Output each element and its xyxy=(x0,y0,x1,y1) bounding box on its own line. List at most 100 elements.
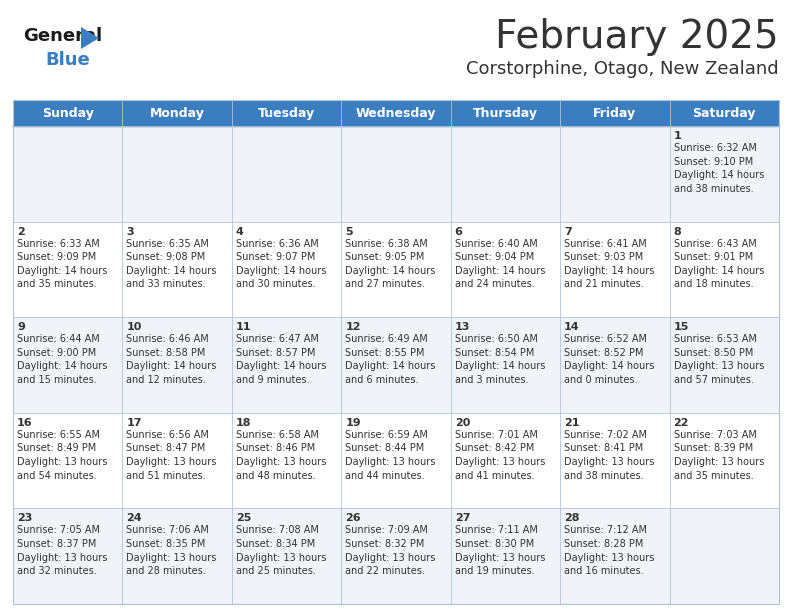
Text: 18: 18 xyxy=(236,418,251,428)
Bar xyxy=(560,222,669,317)
Text: 20: 20 xyxy=(455,418,470,428)
Text: Sunrise: 6:43 AM
Sunset: 9:01 PM
Daylight: 14 hours
and 18 minutes.: Sunrise: 6:43 AM Sunset: 9:01 PM Dayligh… xyxy=(673,239,764,289)
Text: Sunrise: 6:58 AM
Sunset: 8:46 PM
Daylight: 13 hours
and 48 minutes.: Sunrise: 6:58 AM Sunset: 8:46 PM Dayligh… xyxy=(236,430,326,480)
Text: Friday: Friday xyxy=(593,106,637,119)
Text: Monday: Monday xyxy=(150,106,204,119)
Text: 2: 2 xyxy=(17,226,25,237)
Text: 6: 6 xyxy=(455,226,463,237)
Text: February 2025: February 2025 xyxy=(495,18,779,56)
Text: Sunrise: 6:55 AM
Sunset: 8:49 PM
Daylight: 13 hours
and 54 minutes.: Sunrise: 6:55 AM Sunset: 8:49 PM Dayligh… xyxy=(17,430,108,480)
Text: Sunrise: 6:49 AM
Sunset: 8:55 PM
Daylight: 14 hours
and 6 minutes.: Sunrise: 6:49 AM Sunset: 8:55 PM Dayligh… xyxy=(345,334,436,385)
Text: Sunrise: 6:41 AM
Sunset: 9:03 PM
Daylight: 14 hours
and 21 minutes.: Sunrise: 6:41 AM Sunset: 9:03 PM Dayligh… xyxy=(564,239,654,289)
Text: Sunrise: 6:38 AM
Sunset: 9:05 PM
Daylight: 14 hours
and 27 minutes.: Sunrise: 6:38 AM Sunset: 9:05 PM Dayligh… xyxy=(345,239,436,289)
Text: Wednesday: Wednesday xyxy=(356,106,436,119)
Text: Sunrise: 6:46 AM
Sunset: 8:58 PM
Daylight: 14 hours
and 12 minutes.: Sunrise: 6:46 AM Sunset: 8:58 PM Dayligh… xyxy=(127,334,217,385)
Text: 10: 10 xyxy=(127,322,142,332)
Text: Sunrise: 7:09 AM
Sunset: 8:32 PM
Daylight: 13 hours
and 22 minutes.: Sunrise: 7:09 AM Sunset: 8:32 PM Dayligh… xyxy=(345,525,436,577)
Bar xyxy=(669,413,779,509)
Text: Sunrise: 6:35 AM
Sunset: 9:08 PM
Daylight: 14 hours
and 33 minutes.: Sunrise: 6:35 AM Sunset: 9:08 PM Dayligh… xyxy=(127,239,217,289)
Text: 8: 8 xyxy=(673,226,681,237)
Bar xyxy=(341,509,451,604)
Bar xyxy=(451,100,560,126)
Text: Sunrise: 7:01 AM
Sunset: 8:42 PM
Daylight: 13 hours
and 41 minutes.: Sunrise: 7:01 AM Sunset: 8:42 PM Dayligh… xyxy=(455,430,545,480)
Text: Sunday: Sunday xyxy=(42,106,93,119)
Text: 25: 25 xyxy=(236,513,251,523)
Bar xyxy=(232,509,341,604)
Bar xyxy=(123,413,232,509)
Text: Sunrise: 7:05 AM
Sunset: 8:37 PM
Daylight: 13 hours
and 32 minutes.: Sunrise: 7:05 AM Sunset: 8:37 PM Dayligh… xyxy=(17,525,108,577)
Text: 11: 11 xyxy=(236,322,251,332)
Text: Sunrise: 7:02 AM
Sunset: 8:41 PM
Daylight: 13 hours
and 38 minutes.: Sunrise: 7:02 AM Sunset: 8:41 PM Dayligh… xyxy=(564,430,654,480)
Text: Blue: Blue xyxy=(45,51,89,69)
Text: Corstorphine, Otago, New Zealand: Corstorphine, Otago, New Zealand xyxy=(466,60,779,78)
Text: Sunrise: 7:03 AM
Sunset: 8:39 PM
Daylight: 13 hours
and 35 minutes.: Sunrise: 7:03 AM Sunset: 8:39 PM Dayligh… xyxy=(673,430,764,480)
Bar xyxy=(560,509,669,604)
Text: Sunrise: 6:33 AM
Sunset: 9:09 PM
Daylight: 14 hours
and 35 minutes.: Sunrise: 6:33 AM Sunset: 9:09 PM Dayligh… xyxy=(17,239,108,289)
Text: Sunrise: 6:53 AM
Sunset: 8:50 PM
Daylight: 13 hours
and 57 minutes.: Sunrise: 6:53 AM Sunset: 8:50 PM Dayligh… xyxy=(673,334,764,385)
Bar xyxy=(560,100,669,126)
Bar xyxy=(669,222,779,317)
Text: 17: 17 xyxy=(127,418,142,428)
Text: Sunrise: 6:52 AM
Sunset: 8:52 PM
Daylight: 14 hours
and 0 minutes.: Sunrise: 6:52 AM Sunset: 8:52 PM Dayligh… xyxy=(564,334,654,385)
Bar xyxy=(669,509,779,604)
Text: 21: 21 xyxy=(564,418,580,428)
Text: 24: 24 xyxy=(127,513,142,523)
Text: Thursday: Thursday xyxy=(473,106,538,119)
Text: Sunrise: 6:40 AM
Sunset: 9:04 PM
Daylight: 14 hours
and 24 minutes.: Sunrise: 6:40 AM Sunset: 9:04 PM Dayligh… xyxy=(455,239,545,289)
Bar xyxy=(232,100,341,126)
Bar xyxy=(13,126,123,222)
Text: Saturday: Saturday xyxy=(692,106,756,119)
Bar xyxy=(341,413,451,509)
Bar xyxy=(341,100,451,126)
Text: 1: 1 xyxy=(673,131,681,141)
Bar xyxy=(13,413,123,509)
Text: 13: 13 xyxy=(455,322,470,332)
Text: Sunrise: 6:59 AM
Sunset: 8:44 PM
Daylight: 13 hours
and 44 minutes.: Sunrise: 6:59 AM Sunset: 8:44 PM Dayligh… xyxy=(345,430,436,480)
Text: 26: 26 xyxy=(345,513,361,523)
Text: Sunrise: 7:11 AM
Sunset: 8:30 PM
Daylight: 13 hours
and 19 minutes.: Sunrise: 7:11 AM Sunset: 8:30 PM Dayligh… xyxy=(455,525,545,577)
Text: Sunrise: 7:08 AM
Sunset: 8:34 PM
Daylight: 13 hours
and 25 minutes.: Sunrise: 7:08 AM Sunset: 8:34 PM Dayligh… xyxy=(236,525,326,577)
Bar xyxy=(123,100,232,126)
Bar xyxy=(13,317,123,413)
Text: Sunrise: 6:44 AM
Sunset: 9:00 PM
Daylight: 14 hours
and 15 minutes.: Sunrise: 6:44 AM Sunset: 9:00 PM Dayligh… xyxy=(17,334,108,385)
Bar xyxy=(232,222,341,317)
Text: 15: 15 xyxy=(673,322,689,332)
Text: 4: 4 xyxy=(236,226,244,237)
Text: Sunrise: 6:56 AM
Sunset: 8:47 PM
Daylight: 13 hours
and 51 minutes.: Sunrise: 6:56 AM Sunset: 8:47 PM Dayligh… xyxy=(127,430,217,480)
Bar xyxy=(13,100,123,126)
Bar xyxy=(232,317,341,413)
Text: 23: 23 xyxy=(17,513,32,523)
Text: 3: 3 xyxy=(127,226,134,237)
Bar xyxy=(560,413,669,509)
Bar xyxy=(123,126,232,222)
Bar xyxy=(451,126,560,222)
Bar xyxy=(232,413,341,509)
Text: 16: 16 xyxy=(17,418,32,428)
Bar xyxy=(341,222,451,317)
Bar xyxy=(232,126,341,222)
Bar xyxy=(560,126,669,222)
Bar xyxy=(123,509,232,604)
Text: 27: 27 xyxy=(455,513,470,523)
Text: Sunrise: 7:12 AM
Sunset: 8:28 PM
Daylight: 13 hours
and 16 minutes.: Sunrise: 7:12 AM Sunset: 8:28 PM Dayligh… xyxy=(564,525,654,577)
Bar xyxy=(669,100,779,126)
Text: General: General xyxy=(23,27,102,45)
Text: Sunrise: 6:36 AM
Sunset: 9:07 PM
Daylight: 14 hours
and 30 minutes.: Sunrise: 6:36 AM Sunset: 9:07 PM Dayligh… xyxy=(236,239,326,289)
Bar xyxy=(123,317,232,413)
Bar xyxy=(451,222,560,317)
Bar xyxy=(13,509,123,604)
Text: 14: 14 xyxy=(564,322,580,332)
Bar xyxy=(13,222,123,317)
Text: 5: 5 xyxy=(345,226,353,237)
Bar xyxy=(341,317,451,413)
Polygon shape xyxy=(81,27,99,49)
Bar xyxy=(560,317,669,413)
Text: 28: 28 xyxy=(564,513,580,523)
Bar xyxy=(341,126,451,222)
Text: Sunrise: 7:06 AM
Sunset: 8:35 PM
Daylight: 13 hours
and 28 minutes.: Sunrise: 7:06 AM Sunset: 8:35 PM Dayligh… xyxy=(127,525,217,577)
Text: 19: 19 xyxy=(345,418,361,428)
Bar xyxy=(123,222,232,317)
Text: Tuesday: Tuesday xyxy=(258,106,315,119)
Bar xyxy=(669,317,779,413)
Text: Sunrise: 6:50 AM
Sunset: 8:54 PM
Daylight: 14 hours
and 3 minutes.: Sunrise: 6:50 AM Sunset: 8:54 PM Dayligh… xyxy=(455,334,545,385)
